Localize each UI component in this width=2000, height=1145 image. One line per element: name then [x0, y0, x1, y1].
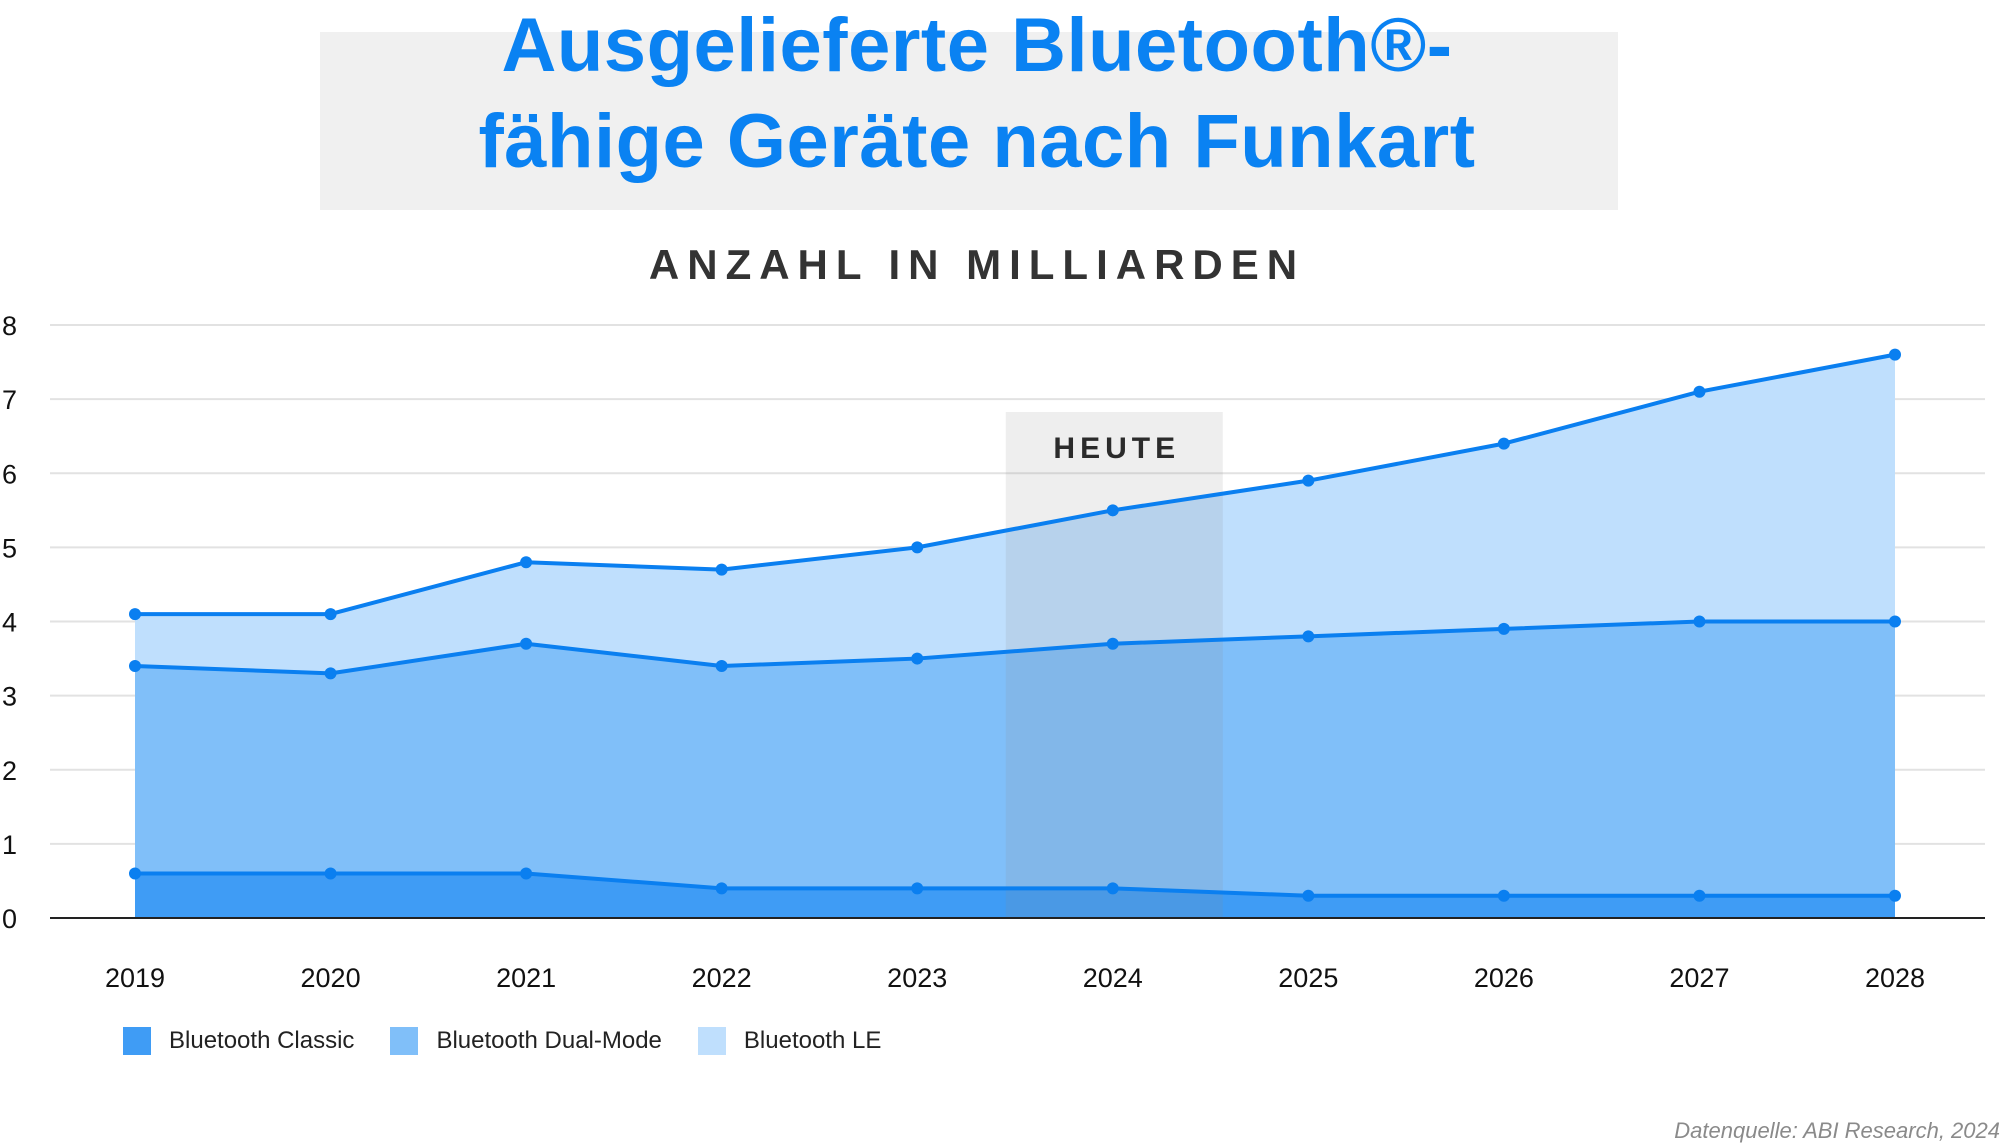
data-point [129, 608, 141, 621]
data-point [129, 659, 141, 672]
data-point [911, 652, 924, 665]
y-tick-label: 6 [2, 459, 17, 489]
legend-item-dualmode: Bluetooth Dual-Mode [390, 1027, 662, 1055]
x-tick-label: 2019 [105, 963, 165, 993]
today-highlight-band [1005, 412, 1223, 918]
series-line [134, 619, 1895, 676]
y-tick-label: 4 [2, 608, 17, 638]
x-tick-label: 2021 [496, 963, 556, 993]
x-tick-label: 2022 [692, 963, 752, 993]
x-tick-label: 2027 [1669, 963, 1729, 993]
y-tick-label: 8 [2, 311, 17, 341]
today-label: HEUTE [1053, 432, 1180, 465]
chart-title-line-1: Ausgelieferte Bluetooth®- [501, 3, 1453, 88]
y-tick-label: 5 [2, 533, 17, 563]
title-background [320, 32, 1618, 210]
legend: Bluetooth Classic Bluetooth Dual-Mode Bl… [123, 1027, 917, 1055]
y-tick-label: 2 [2, 756, 17, 786]
data-point [520, 637, 533, 650]
data-point [1497, 889, 1510, 902]
data-point [324, 867, 337, 880]
y-tick-label: 0 [2, 904, 17, 934]
area-bluetooth-classic [135, 873, 1895, 918]
data-point [1106, 504, 1119, 517]
x-tick-label: 2023 [887, 963, 947, 993]
data-point [1497, 622, 1510, 635]
data-point [1497, 437, 1510, 450]
data-point [715, 563, 728, 576]
x-tick-label: 2020 [301, 963, 361, 993]
data-point [911, 882, 924, 895]
x-tick-label: 2025 [1278, 963, 1338, 993]
x-tick-label: 2028 [1865, 963, 1925, 993]
data-point [911, 541, 924, 554]
legend-swatch-dualmode [390, 1027, 419, 1055]
legend-label-dualmode: Bluetooth Dual-Mode [436, 1027, 662, 1054]
data-point [520, 556, 533, 569]
data-point [715, 659, 728, 672]
series-line [135, 871, 1895, 898]
data-point [1889, 615, 1901, 628]
chart-subtitle: ANZAHL IN MILLIARDEN [648, 241, 1306, 288]
legend-label-le: Bluetooth LE [743, 1027, 882, 1054]
legend-label-classic: Bluetooth Classic [169, 1027, 355, 1054]
data-point [324, 667, 337, 680]
data-point [1302, 630, 1315, 643]
chart-title-line-2: fähige Geräte nach Funkart [478, 99, 1476, 184]
legend-swatch-le [697, 1027, 726, 1055]
data-point [324, 608, 337, 621]
data-point [1693, 385, 1706, 398]
legend-item-le: Bluetooth LE [697, 1027, 882, 1055]
y-tick-label: 7 [2, 385, 17, 415]
area-bluetooth-dual-mode [135, 621, 1895, 918]
data-point [1889, 889, 1901, 902]
data-point [1302, 474, 1315, 487]
data-point [1693, 889, 1706, 902]
data-point [1106, 637, 1119, 650]
data-point [1302, 889, 1315, 902]
y-tick-label: 3 [2, 682, 17, 712]
x-tick-label: 2024 [1083, 963, 1143, 993]
data-source-note: Datenquelle: ABI Research, 2024 [1674, 1118, 2000, 1143]
data-point [1889, 348, 1901, 361]
data-point [1693, 615, 1706, 628]
data-point [520, 867, 533, 880]
legend-item-classic: Bluetooth Classic [123, 1027, 354, 1055]
series-line [135, 352, 1896, 617]
data-point [1106, 882, 1119, 895]
data-point [129, 867, 141, 880]
data-point [715, 882, 728, 895]
y-tick-label: 1 [2, 830, 17, 860]
legend-swatch-classic [123, 1027, 151, 1055]
x-tick-label: 2026 [1474, 963, 1534, 993]
